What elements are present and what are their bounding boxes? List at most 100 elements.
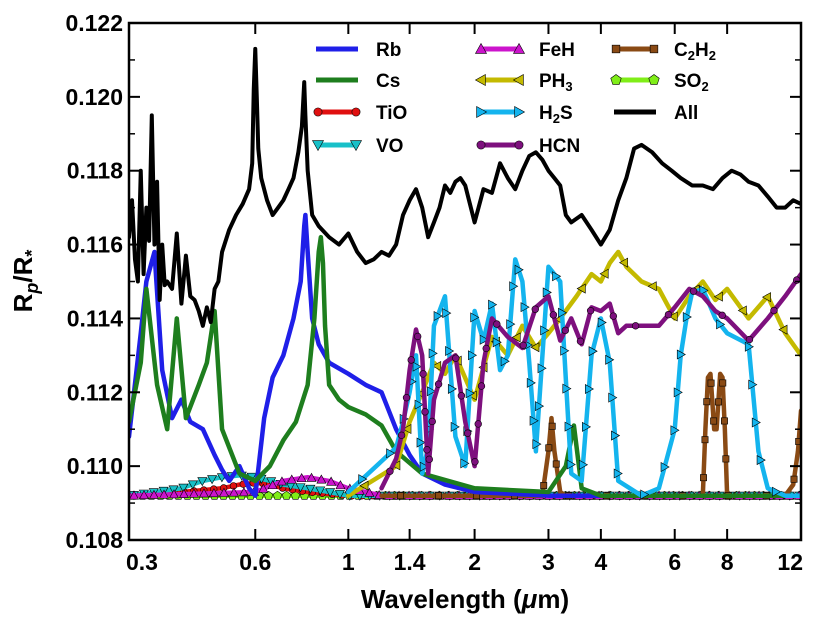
- marker-h2s: [479, 334, 489, 345]
- series-cs: [129, 234, 801, 498]
- marker-vo: [295, 483, 306, 493]
- marker-h2s: [579, 459, 589, 470]
- marker-h2s: [450, 421, 460, 432]
- x-tick-label: 0.3: [126, 549, 158, 575]
- marker-c2h2: [714, 398, 722, 406]
- marker-feh: [218, 487, 229, 497]
- marker-so2: [272, 490, 283, 500]
- legend-item-all: All: [614, 103, 698, 124]
- marker-hcn: [561, 326, 569, 335]
- x-tick-label: 6: [668, 549, 681, 575]
- marker-so2: [281, 490, 292, 500]
- marker-vo: [315, 486, 326, 496]
- marker-h2s: [772, 486, 782, 497]
- marker-vo: [305, 484, 316, 494]
- marker-hcn: [531, 305, 539, 313]
- marker-c2h2: [710, 417, 718, 425]
- marker-ph3: [668, 311, 678, 322]
- marker-feh: [306, 472, 317, 482]
- marker-h2s: [537, 363, 547, 374]
- marker-c2h2: [700, 474, 707, 482]
- legend-marker-feh: [474, 42, 488, 54]
- marker-hcn: [423, 446, 431, 454]
- y-tick-label: 0.120: [65, 84, 123, 110]
- legend-marker-vo: [311, 140, 325, 152]
- marker-h2s: [433, 311, 443, 322]
- marker-h2s: [552, 271, 562, 282]
- marker-c2h2: [795, 438, 801, 445]
- marker-ph3: [647, 281, 657, 292]
- marker-feh: [198, 488, 209, 498]
- series-all: [129, 46, 801, 328]
- marker-hcn: [477, 382, 486, 390]
- legend-label-rb: Rb: [376, 40, 401, 61]
- legend-marker-h2s: [476, 105, 488, 119]
- marker-h2s: [492, 337, 502, 348]
- series-line-cs: [129, 234, 801, 498]
- marker-h2s: [488, 299, 498, 310]
- x-tick-label: 4: [594, 549, 607, 575]
- marker-hcn: [493, 320, 501, 328]
- marker-vo: [168, 485, 179, 495]
- legend-item-c2h2: C2H2: [611, 40, 716, 63]
- marker-hcn: [519, 341, 527, 349]
- marker-feh: [168, 489, 179, 499]
- marker-feh: [364, 487, 375, 497]
- marker-h2s: [445, 346, 455, 357]
- legend-label-c2h2: C2H2: [674, 40, 716, 63]
- marker-ph3: [432, 360, 442, 372]
- marker-h2s: [460, 458, 470, 469]
- marker-c2h2: [701, 436, 709, 444]
- marker-hcn: [397, 431, 406, 440]
- legend-label-so2: SO2: [674, 71, 709, 94]
- marker-vo: [325, 488, 336, 498]
- marker-hcn: [689, 287, 698, 295]
- x-tick-label: 2: [468, 549, 481, 575]
- marker-h2s: [526, 377, 536, 388]
- marker-feh: [129, 490, 140, 500]
- marker-h2s: [605, 354, 615, 365]
- x-tick-label: 3: [542, 549, 555, 575]
- marker-vo: [187, 480, 198, 490]
- marker-hcn: [609, 312, 618, 320]
- marker-h2s: [465, 388, 475, 399]
- marker-h2s: [748, 379, 758, 390]
- marker-vo: [197, 477, 208, 487]
- marker-h2s: [756, 455, 766, 466]
- marker-h2s: [509, 281, 519, 292]
- legend: Rb Cs TiO VO FeH PH3 H2S HCN C2H2 SO2 All: [311, 40, 716, 157]
- marker-c2h2: [435, 492, 442, 500]
- marker-c2h2: [540, 482, 548, 489]
- marker-hcn: [407, 356, 415, 364]
- marker-so2: [263, 490, 274, 500]
- legend-marker-ph3: [474, 73, 486, 87]
- legend-label-hcn: HCN: [539, 136, 580, 157]
- marker-hcn: [471, 458, 479, 466]
- legend-marker-so2: [648, 74, 660, 85]
- legend-item-vo: VO: [311, 136, 403, 157]
- marker-ph3: [778, 324, 788, 335]
- marker-hcn: [631, 322, 640, 330]
- marker-ph3: [402, 424, 412, 435]
- marker-feh: [238, 487, 249, 497]
- marker-h2s: [426, 386, 436, 397]
- marker-hcn: [402, 394, 411, 402]
- series-h2s: [346, 257, 801, 500]
- series-line-h2s: [346, 257, 801, 498]
- legend-marker-tio: [313, 107, 323, 117]
- x-tick-label: 12: [777, 549, 803, 575]
- marker-hcn: [425, 455, 433, 464]
- marker-vo: [334, 490, 345, 500]
- marker-feh: [326, 476, 337, 486]
- marker-h2s: [470, 312, 480, 323]
- marker-h2s: [532, 439, 542, 450]
- marker-h2s: [428, 348, 438, 359]
- marker-hcn: [718, 311, 726, 320]
- marker-h2s: [608, 392, 618, 403]
- marker-feh: [316, 474, 327, 484]
- marker-hcn: [434, 380, 443, 388]
- marker-c2h2: [397, 492, 404, 500]
- y-tick-label: 0.122: [65, 10, 123, 36]
- marker-hcn: [421, 408, 429, 416]
